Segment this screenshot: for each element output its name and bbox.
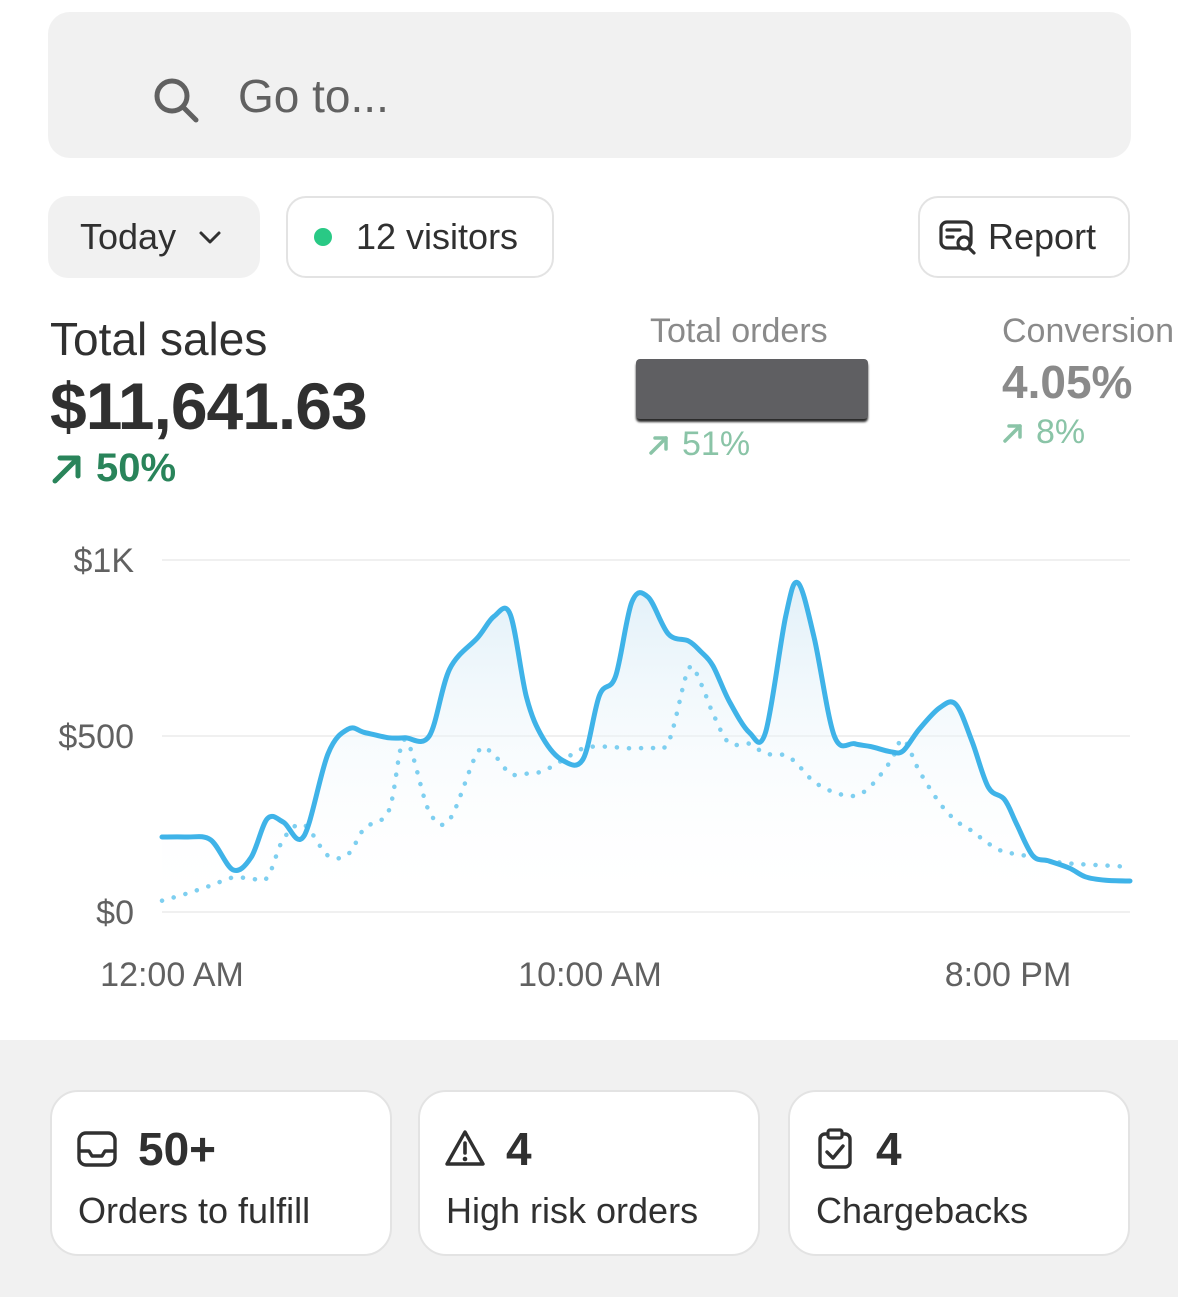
x-tick-label: 12:00 AM [100,956,244,994]
date-range-label: Today [80,216,177,257]
report-label: Report [988,216,1097,257]
sales-area-fill [162,582,1130,912]
chargebacks-card[interactable]: 4 Chargebacks [788,1090,1130,1256]
report-button[interactable]: Report [918,196,1130,278]
clipboard-check-icon [818,1128,852,1169]
total-sales-value: $11,641.63 [50,369,368,443]
total-sales-delta: 50% [50,446,367,491]
live-visitors-button[interactable]: 12 visitors [286,196,554,278]
high-risk-orders-count: 4 [506,1123,532,1175]
total-orders-label: Total orders [650,312,828,350]
orders-to-fulfill-count: 50+ [138,1123,217,1175]
arrow-up-right-icon [52,455,81,483]
search-input[interactable] [238,50,1038,142]
visitors-label: 12 visitors [356,216,519,257]
orders-to-fulfill-card[interactable]: 50+ Orders to fulfill [50,1090,392,1256]
orders-to-fulfill-label: Orders to fulfill [78,1190,311,1231]
warning-icon [445,1130,485,1166]
live-status-dot [314,228,332,246]
conversion-value: 4.05% [1002,356,1133,408]
search-bar[interactable] [48,12,1131,158]
total-sales-delta-value: 50% [96,446,177,490]
conversion-label: Conversion [1002,312,1174,350]
redacted-value [636,359,868,419]
y-tick-label: $0 [96,894,134,932]
conversion-metric[interactable]: Conversion 4.05% 8% [1002,312,1174,452]
search-icon [154,78,199,123]
sales-series-line [159,579,1133,884]
comparison-series-line [159,663,1133,903]
total-sales-label: Total sales [50,313,268,365]
total-orders-delta: 51% [648,425,868,464]
high-risk-orders-label: High risk orders [446,1190,699,1231]
arrow-up-right-icon [649,435,668,455]
total-orders-delta-value: 51% [682,425,751,463]
x-tick-label: 10:00 AM [518,956,662,994]
report-search-icon [939,220,976,255]
conversion-delta-value: 8% [1036,413,1086,451]
date-range-button[interactable]: Today [48,196,260,278]
total-sales-metric[interactable]: Total sales $11,641.63 50% [50,312,368,491]
inbox-icon [77,1131,117,1167]
y-tick-label: $500 [58,718,134,756]
arrow-up-right-icon [1003,423,1022,443]
chargebacks-count: 4 [876,1123,902,1175]
conversion-delta: 8% [1002,413,1174,452]
chargebacks-label: Chargebacks [816,1190,1029,1231]
high-risk-orders-card[interactable]: 4 High risk orders [418,1090,760,1256]
chevron-down-icon [199,231,221,244]
x-tick-label: 8:00 PM [945,956,1072,994]
sales-chart[interactable]: $1K $500 $0 12:00 AM 10:00 AM 8:00 PM [0,530,1178,1010]
y-tick-label: $1K [74,542,135,580]
total-orders-metric[interactable]: Total orders 51% [636,312,868,464]
